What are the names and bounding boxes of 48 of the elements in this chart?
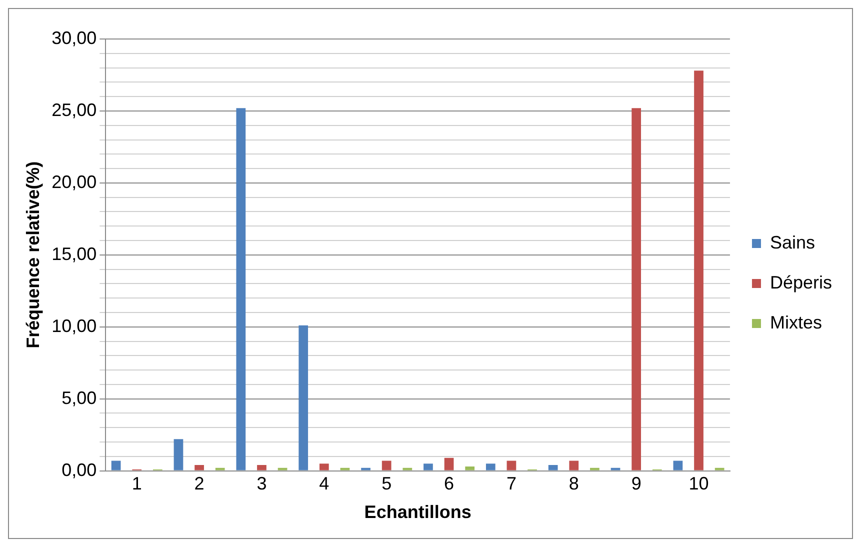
x-tick-label: 6 xyxy=(444,474,454,494)
bar xyxy=(610,468,620,470)
bar xyxy=(340,468,350,470)
y-tick-label: 10,00 xyxy=(52,316,97,336)
x-tick-label: 9 xyxy=(631,474,642,494)
x-axis-title: Echantillons xyxy=(364,502,472,522)
y-tick-label: 15,00 xyxy=(52,244,97,264)
x-tick-label: 10 xyxy=(688,474,709,494)
bar xyxy=(673,460,683,470)
y-tick-label: 30,00 xyxy=(52,28,97,48)
y-tick-label: 5,00 xyxy=(62,388,97,408)
bar xyxy=(694,70,704,470)
y-axis-title: Fréquence relative(%) xyxy=(22,161,43,348)
x-tick-label: 5 xyxy=(382,474,392,494)
bar xyxy=(569,460,579,470)
bar xyxy=(236,108,246,470)
x-tick-label: 1 xyxy=(132,474,142,494)
legend-label: Déperis xyxy=(770,272,832,292)
legend-label: Mixtes xyxy=(770,312,822,332)
bar xyxy=(548,465,558,470)
bar xyxy=(506,460,516,470)
bar xyxy=(278,468,288,470)
bar xyxy=(215,468,225,470)
x-tick-label: 8 xyxy=(568,474,579,494)
bar xyxy=(465,466,475,470)
bar xyxy=(174,439,184,470)
x-tick-label: 2 xyxy=(194,474,204,494)
y-tick-label: 0,00 xyxy=(62,460,97,480)
bar xyxy=(444,458,454,470)
legend-label: Sains xyxy=(770,232,816,252)
x-tick-label: 7 xyxy=(506,474,516,494)
bar xyxy=(382,460,392,470)
bar xyxy=(111,460,121,470)
bar xyxy=(257,465,266,470)
bar xyxy=(402,468,412,470)
y-tick-label: 20,00 xyxy=(52,172,97,192)
x-tick-label: 3 xyxy=(256,474,267,494)
bar xyxy=(590,468,600,470)
x-tick-label: 4 xyxy=(319,474,330,494)
y-tick-label: 25,00 xyxy=(52,100,97,120)
bar xyxy=(424,464,433,470)
bar xyxy=(194,465,204,470)
bar xyxy=(298,325,308,470)
bar xyxy=(632,108,642,470)
bar xyxy=(486,464,496,470)
bar xyxy=(319,464,329,470)
bar xyxy=(361,468,370,470)
bar xyxy=(714,468,724,470)
